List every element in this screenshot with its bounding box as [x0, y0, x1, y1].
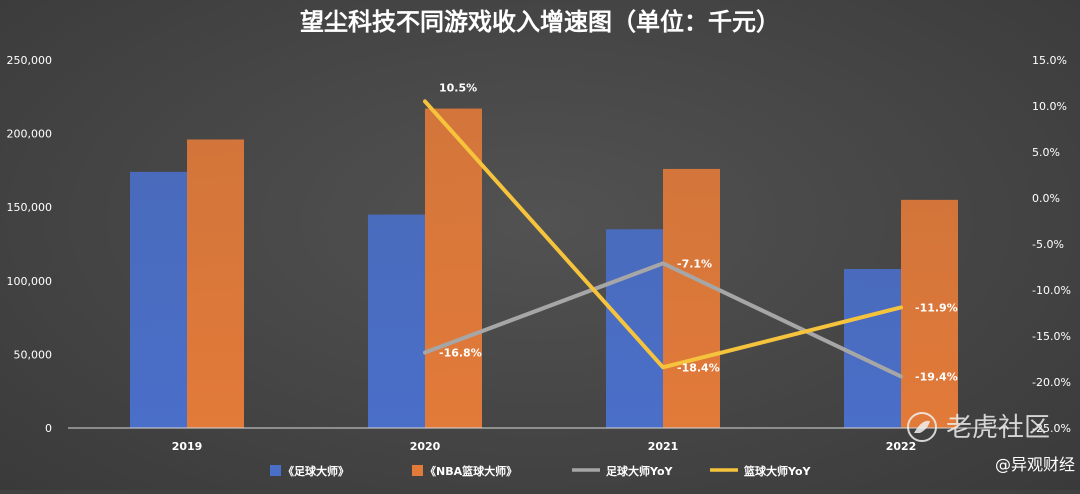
chart-title: 望尘科技不同游戏收入增速图（单位：千元）: [300, 8, 780, 36]
left-axis-tick-label: 100,000: [7, 275, 53, 288]
legend-label-2: 《NBA篮球大师》: [425, 464, 517, 478]
legend-label-1: 《足球大师》: [283, 464, 349, 478]
right-axis-tick-label: -25.0%: [1032, 422, 1071, 435]
legend-label-4: 篮球大师YoY: [743, 464, 812, 478]
legend-swatch-1: [270, 465, 281, 476]
bar-series-1-2020: [368, 214, 425, 428]
line-data-label: -11.9%: [915, 301, 958, 314]
line-data-label: -19.4%: [915, 370, 958, 383]
right-y-axis: 15.0% 10.0% 5.0% 0.0% -5.0% -10.0% -15.0% -20.0…: [1032, 54, 1071, 435]
legend-swatch-2: [412, 465, 423, 476]
right-axis-tick-label: -15.0%: [1032, 330, 1071, 343]
bar-series-group: [130, 108, 958, 429]
right-axis-tick-label: -5.0%: [1032, 238, 1064, 251]
left-axis-tick-label: 0: [45, 422, 52, 435]
legend: 《足球大师》 《NBA篮球大师》 足球大师YoY 篮球大师YoY: [270, 464, 812, 478]
x-axis-tick-label: 2021: [648, 440, 679, 453]
watermark-brand: 老虎社区: [946, 413, 1050, 443]
left-y-axis: 0 50,000 100,000 150,000 200,000 250,000: [7, 54, 53, 435]
right-axis-tick-label: 15.0%: [1032, 54, 1067, 67]
watermark-source: @异观财经: [995, 455, 1075, 474]
line-data-label: -16.8%: [439, 347, 482, 360]
right-axis-tick-label: -10.0%: [1032, 284, 1071, 297]
bar-series-2-2020: [425, 108, 482, 429]
left-axis-tick-label: 200,000: [7, 128, 53, 141]
line-series-1: [423, 261, 903, 379]
x-axis-tick-label: 2019: [172, 440, 203, 453]
tiger-logo-icon: [907, 412, 937, 442]
x-axis-tick-label: 2020: [410, 440, 441, 453]
bar-series-2-2022: [901, 199, 958, 428]
x-axis: 2019 2020 2021 2022: [68, 427, 1020, 453]
line-data-label: -18.4%: [677, 361, 720, 374]
right-axis-tick-label: 10.0%: [1032, 100, 1067, 113]
x-axis-tick-label: 2022: [886, 440, 917, 453]
bar-series-1-2019: [130, 171, 187, 428]
bar-series-2-2019: [187, 139, 244, 428]
left-axis-tick-label: 150,000: [7, 201, 53, 214]
left-axis-tick-label: 250,000: [7, 54, 53, 67]
line-series-group: -16.8% -7.1% -19.4% 10.5% -18.4% -11.9%: [423, 81, 958, 383]
line-data-label: 10.5%: [439, 81, 477, 94]
right-axis-tick-label: 5.0%: [1032, 146, 1060, 159]
line-data-label: -7.1%: [677, 257, 712, 270]
bar-series-1-2021: [606, 229, 663, 428]
line-series-2: [423, 99, 903, 370]
bar-series-2-2021: [663, 168, 720, 429]
left-axis-tick-label: 50,000: [14, 348, 53, 361]
watermark: 老虎社区 @异观财经: [907, 412, 1075, 474]
right-axis-tick-label: -20.0%: [1032, 376, 1071, 389]
right-axis-tick-label: 0.0%: [1032, 192, 1060, 205]
bar-series-1-2022: [844, 269, 901, 428]
legend-label-3: 足球大师YoY: [606, 464, 674, 478]
